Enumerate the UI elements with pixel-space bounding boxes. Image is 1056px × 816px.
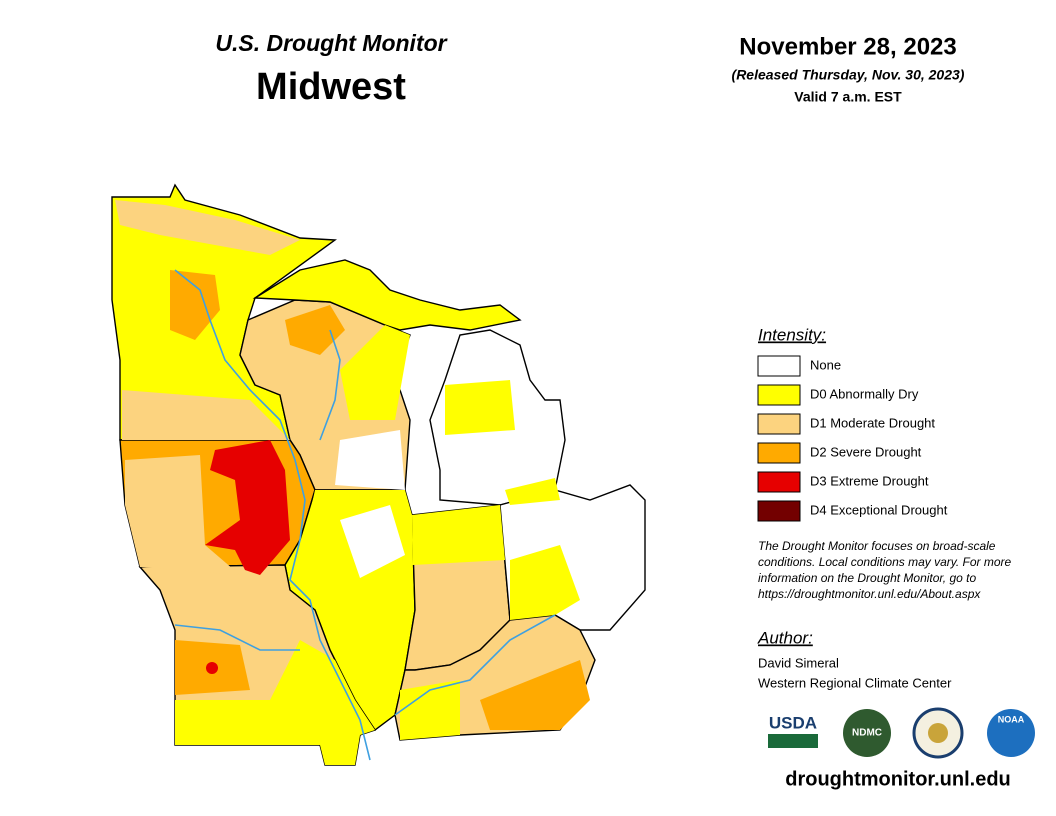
drought-area [400, 680, 460, 740]
note: The Drought Monitor focuses on broad-sca… [758, 539, 1012, 601]
drought-area [340, 505, 405, 578]
legend-swatch [757, 500, 801, 522]
drought-area [125, 455, 240, 575]
drought-area [335, 430, 405, 490]
state-mi-up [252, 259, 522, 331]
legend-swatch [757, 413, 801, 435]
legend-title: Intensity: [758, 325, 826, 344]
drought-area [206, 662, 218, 674]
legend-swatch [757, 471, 801, 493]
legend-label: D0 Abnormally Dry [810, 386, 919, 401]
legend-swatch [757, 442, 801, 464]
legend-label: D3 Extreme Drought [810, 473, 929, 488]
logo-ndmc: NDMC [852, 728, 882, 739]
logos: USDA NDMC NOAA [768, 707, 1035, 759]
river [174, 624, 300, 651]
usda-stripe [768, 734, 818, 748]
author-org: Western Regional Climate Center [758, 675, 952, 690]
drought-area [505, 478, 560, 505]
valid-time: Valid 7 a.m. EST [794, 89, 902, 105]
legend-label: D1 Moderate Drought [810, 415, 935, 430]
noaa-seal [987, 709, 1035, 757]
drought-area [205, 440, 290, 575]
river [319, 329, 341, 441]
drought-area [480, 660, 590, 730]
author-title: Author: [757, 628, 813, 647]
author-name: David Simeral [758, 655, 839, 670]
ndmc-seal [843, 709, 891, 757]
river [174, 269, 371, 761]
logo-usda: USDA [769, 713, 817, 732]
legend: None D0 Abnormally Dry D1 Moderate Drought… [757, 355, 948, 522]
drought-area [115, 200, 300, 255]
logo-noaa: NOAA [998, 714, 1025, 724]
commerce-emblem [928, 723, 948, 743]
map [111, 183, 646, 766]
legend-label: None [810, 357, 841, 372]
drought-area [122, 390, 290, 440]
legend-swatch [757, 384, 801, 406]
date: November 28, 2023 [739, 33, 956, 60]
series-title: U.S. Drought Monitor [215, 30, 447, 56]
legend-swatch [757, 355, 801, 377]
drought-area [170, 270, 220, 340]
drought-area [340, 325, 410, 420]
website-url: droughtmonitor.unl.edu [785, 768, 1011, 790]
legend-label: D2 Severe Drought [810, 444, 922, 459]
drought-area [285, 305, 345, 355]
drought-area [175, 640, 375, 765]
legend-label: D4 Exceptional Drought [810, 502, 948, 517]
drought-area [510, 545, 580, 620]
release-date: (Released Thursday, Nov. 30, 2023) [732, 67, 965, 83]
river [394, 614, 556, 716]
region-title: Midwest [256, 66, 406, 108]
drought-area [445, 380, 515, 435]
drought-area [412, 505, 505, 565]
